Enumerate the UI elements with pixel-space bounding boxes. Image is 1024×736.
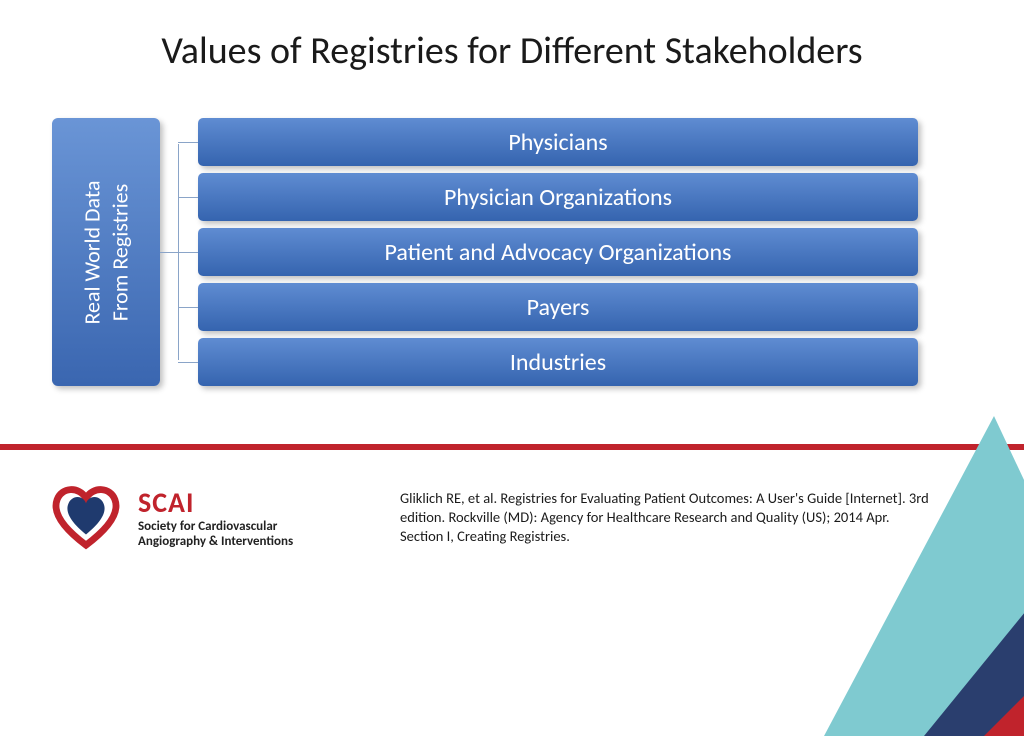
corner-decoration bbox=[784, 376, 1024, 736]
source-line-1: Real World Data bbox=[79, 180, 106, 324]
connector-h-4 bbox=[178, 362, 198, 363]
connector-h-1 bbox=[178, 197, 198, 198]
bar-payers: Payers bbox=[198, 283, 918, 331]
source-box: Real World Data From Registries bbox=[52, 118, 160, 386]
slide-title: Values of Registries for Different Stake… bbox=[0, 28, 1024, 74]
connector-h-0 bbox=[178, 142, 198, 143]
bar-physicians: Physicians bbox=[198, 118, 918, 166]
logo-acronym: SCAI bbox=[138, 485, 293, 520]
connector-h-3 bbox=[178, 307, 198, 308]
logo-subtitle-1: Society for Cardiovascular bbox=[138, 520, 293, 535]
bar-patient-advocacy: Patient and Advocacy Organizations bbox=[198, 228, 918, 276]
logo-subtitle-2: Angiography & Interventions bbox=[138, 535, 293, 550]
connector-root bbox=[160, 252, 178, 253]
logo-text: SCAI Society for Cardiovascular Angiogra… bbox=[138, 485, 293, 550]
source-line-2: From Registries bbox=[106, 183, 133, 320]
footer: SCAI Society for Cardiovascular Angiogra… bbox=[0, 450, 1024, 576]
logo-heart-icon bbox=[48, 482, 124, 552]
bar-industries: Industries bbox=[198, 338, 918, 386]
connector-lines bbox=[160, 118, 198, 386]
citation-text: Gliklich RE, et al. Registries for Evalu… bbox=[400, 489, 930, 546]
stakeholder-diagram: Real World Data From Registries Physicia… bbox=[52, 118, 918, 386]
bar-physician-organizations: Physician Organizations bbox=[198, 173, 918, 221]
source-box-text: Real World Data From Registries bbox=[79, 180, 134, 324]
scai-logo: SCAI Society for Cardiovascular Angiogra… bbox=[48, 482, 293, 552]
connector-h-2 bbox=[178, 252, 198, 253]
stakeholder-bars: Physicians Physician Organizations Patie… bbox=[198, 118, 918, 386]
